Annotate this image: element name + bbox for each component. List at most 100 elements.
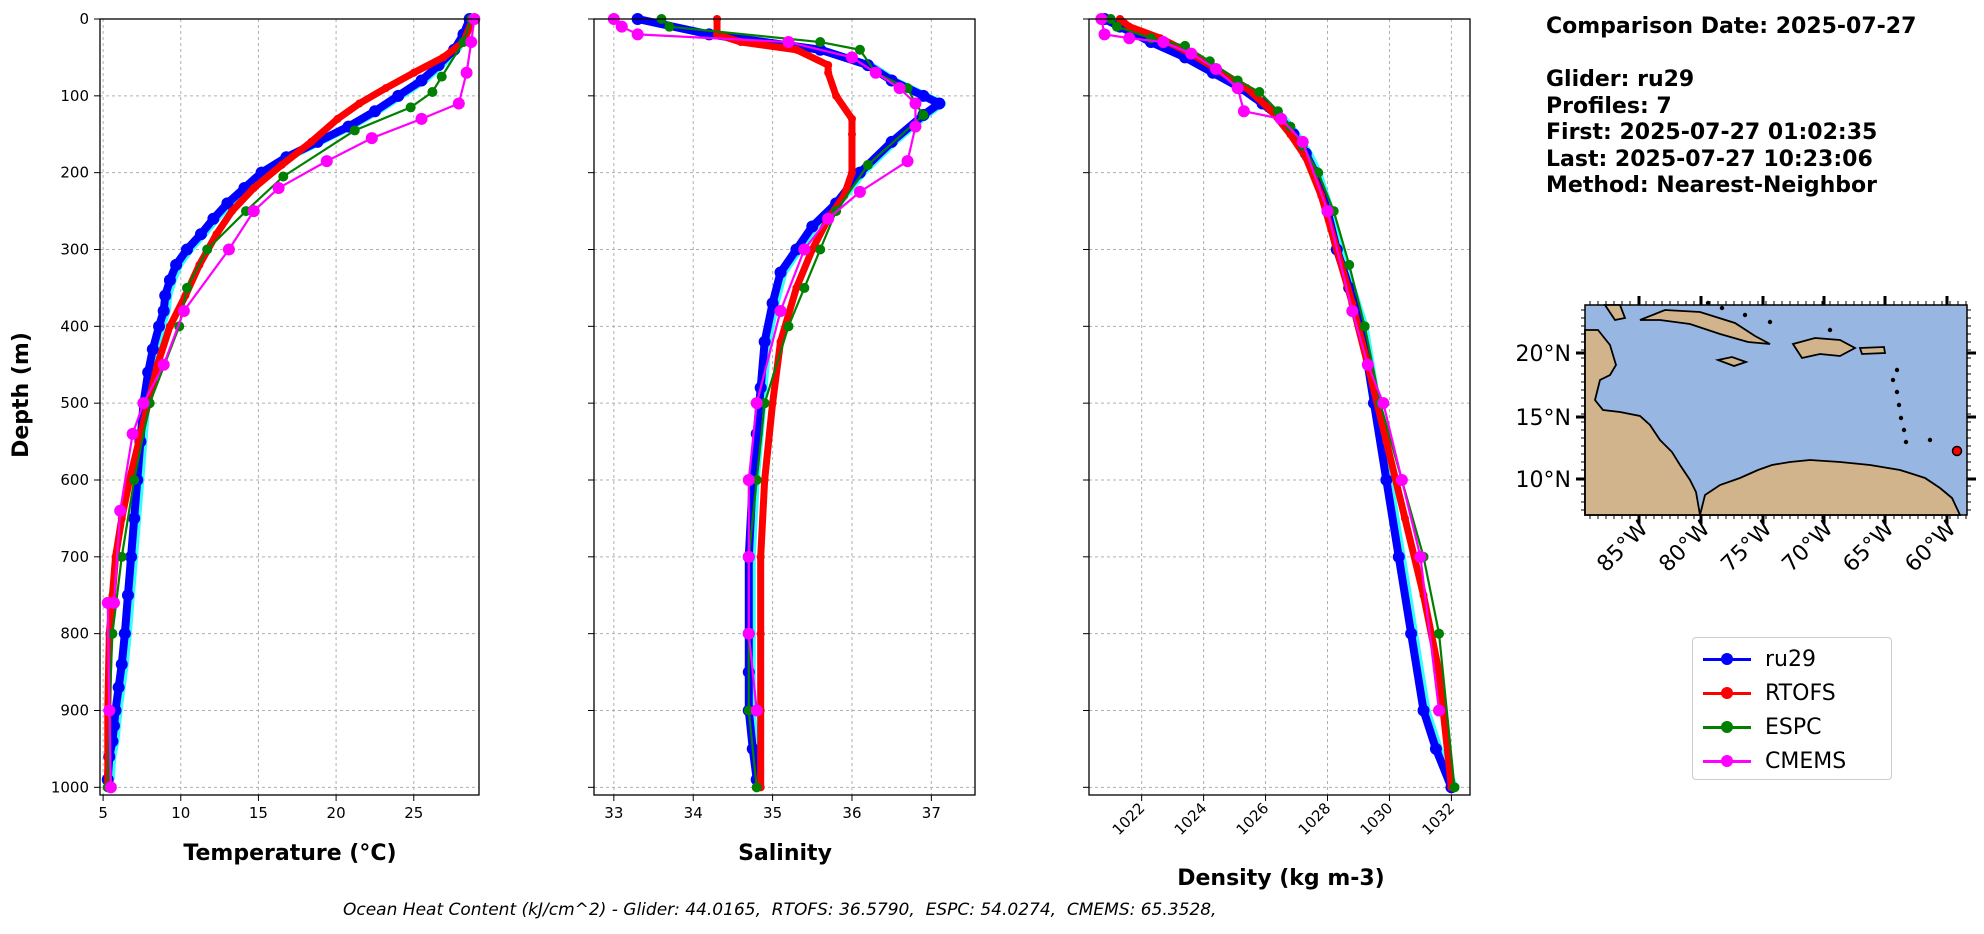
data-point [333,114,342,123]
series-ru29 [101,13,477,786]
series-line [633,15,944,784]
landmass [1791,337,1857,360]
profiles-count: Profiles: 7 [1546,93,1672,119]
data-point [1123,32,1136,45]
data-point [137,397,150,410]
data-point [845,51,858,64]
data-point [1377,397,1390,410]
data-point [153,320,166,333]
island [1898,415,1904,421]
island [1719,305,1725,311]
x-tick-label: 34 [684,804,703,822]
data-point [1231,82,1244,95]
data-point [1380,473,1393,486]
data-point [1449,782,1460,793]
legend-label: RTOFS [1765,680,1836,706]
data-point [170,258,183,271]
series-ru29 [631,13,947,786]
data-point [847,168,856,177]
axes-frame [593,18,976,796]
island [1894,367,1900,373]
data-point [768,399,777,408]
data-point [116,551,127,562]
data-point [1098,28,1111,41]
salinity-panel: 33 34 35 36 37 [588,13,976,822]
data-point [1433,704,1446,717]
data-point [101,596,114,609]
x-tick-label: 1028 [1295,799,1335,839]
data-point [355,99,364,108]
data-point [917,89,930,102]
data-point [452,97,465,110]
data-point [824,68,833,77]
location-map: 20°N 15°N 10°N 85°W 80°W 75°W 70°W 65°W 60°W [1516,296,1976,577]
y-tick-label: 1000 [51,778,89,796]
landmass [1584,329,1702,516]
data-point [1157,36,1170,49]
data-point [1392,550,1405,563]
lat-label: 10°N [1516,468,1571,493]
legend-item-espc: ESPC [1703,712,1822,742]
x-tick-label: 1030 [1357,799,1397,839]
data-point [415,74,428,87]
data-point [808,245,817,254]
data-point [742,473,755,486]
data-point [1296,135,1309,148]
data-point [159,289,172,302]
data-point [783,321,794,332]
legend-swatch [1703,649,1751,669]
data-point [792,45,801,54]
series-line [713,15,856,791]
island [1901,427,1907,433]
x-tick-label: 5 [98,804,108,822]
series-cmems [1095,13,1446,717]
data-point [415,112,428,125]
data-point [202,244,213,255]
data-point [1285,121,1296,132]
landmass [1714,356,1749,367]
data-point [163,274,176,287]
y-tick-label: 900 [60,701,89,719]
data-point [118,627,131,640]
data-point [853,166,866,179]
x-tick-label: 36 [842,804,861,822]
data-point [1237,105,1250,118]
series-ru29-highlight [108,17,477,780]
data-point [181,282,192,293]
data-point [806,220,819,233]
density-axis-label: Density (kg m-3) [1177,866,1385,891]
series-line [103,15,474,784]
series-rtofs [1115,15,1456,792]
data-point [277,160,286,169]
data-point [760,475,769,484]
data-point [1125,22,1134,31]
data-point [409,68,418,77]
salinity-axis-label: Salinity [738,841,832,866]
legend-label: ESPC [1765,714,1822,740]
data-point [222,243,235,256]
data-point [756,629,765,638]
island [1927,437,1933,443]
data-point [112,681,125,694]
y-tick-label: 800 [60,625,89,643]
island [1827,327,1833,333]
legend-item-cmems: CMEMS [1703,746,1846,776]
axes-frame [99,18,480,796]
data-point [405,102,416,113]
data-point [742,550,755,563]
data-point [815,37,826,48]
data-point [1346,304,1359,317]
data-point [436,71,447,82]
data-point [392,89,405,102]
data-point [272,182,285,195]
y-tick-label: 400 [60,317,89,335]
y-tick-label: 700 [60,548,89,566]
x-tick-label: 1022 [1109,799,1149,839]
data-point [909,120,922,133]
landmass [1639,309,1771,345]
x-tick-label: 1024 [1171,799,1211,839]
data-point [307,137,316,146]
data-point [664,21,675,32]
legend-swatch [1703,717,1751,737]
data-point [320,155,333,168]
